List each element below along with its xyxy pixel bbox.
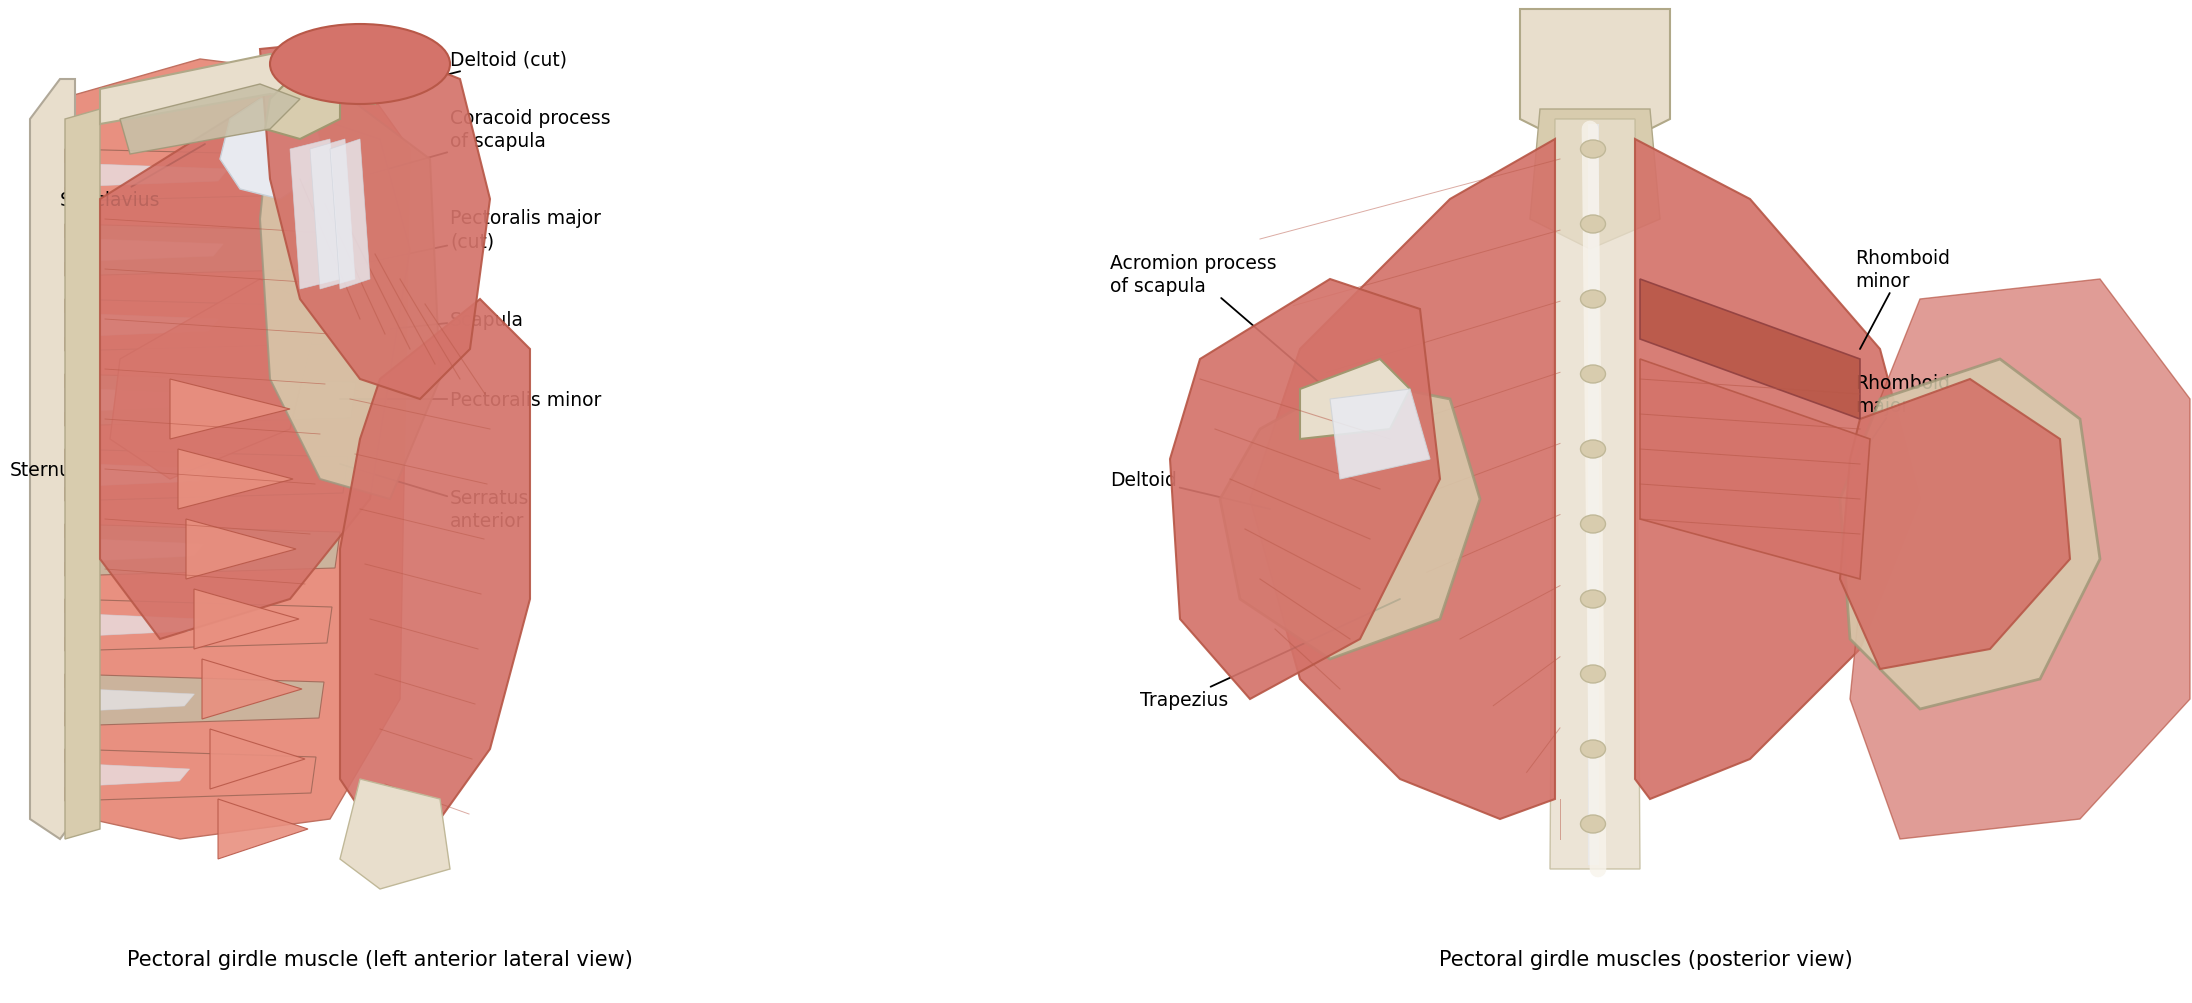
Text: Rhomboid
major: Rhomboid major	[1854, 373, 1951, 454]
Polygon shape	[66, 225, 373, 277]
Polygon shape	[1530, 110, 1659, 250]
Polygon shape	[289, 139, 340, 290]
Polygon shape	[340, 779, 449, 889]
Text: Acromion process
of scapula: Acromion process of scapula	[1109, 254, 1350, 409]
Text: Deltoid: Deltoid	[1109, 470, 1269, 510]
Polygon shape	[66, 300, 364, 352]
Ellipse shape	[1580, 366, 1605, 383]
Ellipse shape	[1580, 216, 1605, 234]
Polygon shape	[66, 314, 219, 338]
Polygon shape	[202, 659, 302, 719]
Text: Pectoralis major
(cut): Pectoralis major (cut)	[359, 209, 601, 265]
Polygon shape	[101, 55, 375, 125]
Polygon shape	[66, 163, 228, 188]
Polygon shape	[1839, 360, 2100, 709]
Polygon shape	[66, 110, 101, 840]
Polygon shape	[1839, 379, 2069, 669]
Polygon shape	[265, 60, 340, 139]
Polygon shape	[309, 139, 355, 290]
Polygon shape	[31, 80, 75, 840]
Polygon shape	[121, 85, 300, 154]
Polygon shape	[1519, 10, 1670, 139]
Polygon shape	[1640, 360, 1870, 580]
Polygon shape	[261, 100, 441, 499]
Polygon shape	[217, 799, 309, 860]
Text: Scapula: Scapula	[390, 310, 524, 330]
Polygon shape	[195, 590, 298, 649]
Polygon shape	[171, 379, 289, 439]
Text: Subclavius: Subclavius	[59, 144, 206, 210]
Polygon shape	[66, 539, 204, 563]
Text: Pectoralis minor: Pectoralis minor	[340, 390, 601, 409]
Polygon shape	[66, 388, 213, 412]
Polygon shape	[186, 520, 296, 580]
Ellipse shape	[1580, 140, 1605, 158]
Polygon shape	[1850, 280, 2190, 840]
Ellipse shape	[270, 25, 449, 105]
Polygon shape	[66, 614, 199, 637]
Polygon shape	[66, 763, 189, 787]
Polygon shape	[210, 729, 305, 789]
Ellipse shape	[1580, 591, 1605, 609]
Ellipse shape	[1580, 815, 1605, 833]
Text: Coracoid process
of scapula: Coracoid process of scapula	[370, 108, 612, 175]
Polygon shape	[66, 375, 355, 426]
Polygon shape	[66, 449, 349, 502]
Polygon shape	[1300, 360, 1409, 439]
Text: Rhomboid
minor: Rhomboid minor	[1854, 249, 1951, 350]
Text: Pectoral girdle muscle (left anterior lateral view): Pectoral girdle muscle (left anterior la…	[127, 949, 633, 969]
Polygon shape	[1249, 139, 1554, 819]
Polygon shape	[66, 688, 195, 712]
Text: Trapezius: Trapezius	[1140, 600, 1401, 709]
Polygon shape	[1640, 280, 1861, 419]
Polygon shape	[66, 463, 208, 487]
Polygon shape	[66, 149, 379, 202]
Polygon shape	[261, 40, 491, 399]
Text: Deltoid (cut): Deltoid (cut)	[410, 50, 568, 85]
Polygon shape	[219, 95, 320, 200]
Polygon shape	[1635, 139, 1920, 799]
Polygon shape	[1550, 120, 1640, 870]
Polygon shape	[66, 239, 224, 263]
Polygon shape	[66, 749, 316, 801]
Polygon shape	[66, 525, 340, 577]
Polygon shape	[66, 600, 331, 651]
Polygon shape	[1331, 389, 1429, 479]
Polygon shape	[101, 100, 410, 639]
Text: Pectoral girdle muscles (posterior view): Pectoral girdle muscles (posterior view)	[1440, 949, 1852, 969]
Polygon shape	[59, 60, 410, 840]
Polygon shape	[110, 280, 320, 479]
Ellipse shape	[1580, 516, 1605, 534]
Polygon shape	[331, 139, 370, 290]
Polygon shape	[1171, 280, 1440, 699]
Polygon shape	[1221, 379, 1480, 659]
Ellipse shape	[1580, 665, 1605, 683]
Text: Serratus
anterior: Serratus anterior	[340, 464, 530, 531]
Polygon shape	[178, 449, 294, 510]
Text: Sternum: Sternum	[11, 460, 101, 479]
Polygon shape	[66, 674, 324, 726]
Polygon shape	[340, 300, 530, 840]
Ellipse shape	[1580, 440, 1605, 458]
Ellipse shape	[1580, 291, 1605, 309]
Ellipse shape	[1580, 740, 1605, 758]
